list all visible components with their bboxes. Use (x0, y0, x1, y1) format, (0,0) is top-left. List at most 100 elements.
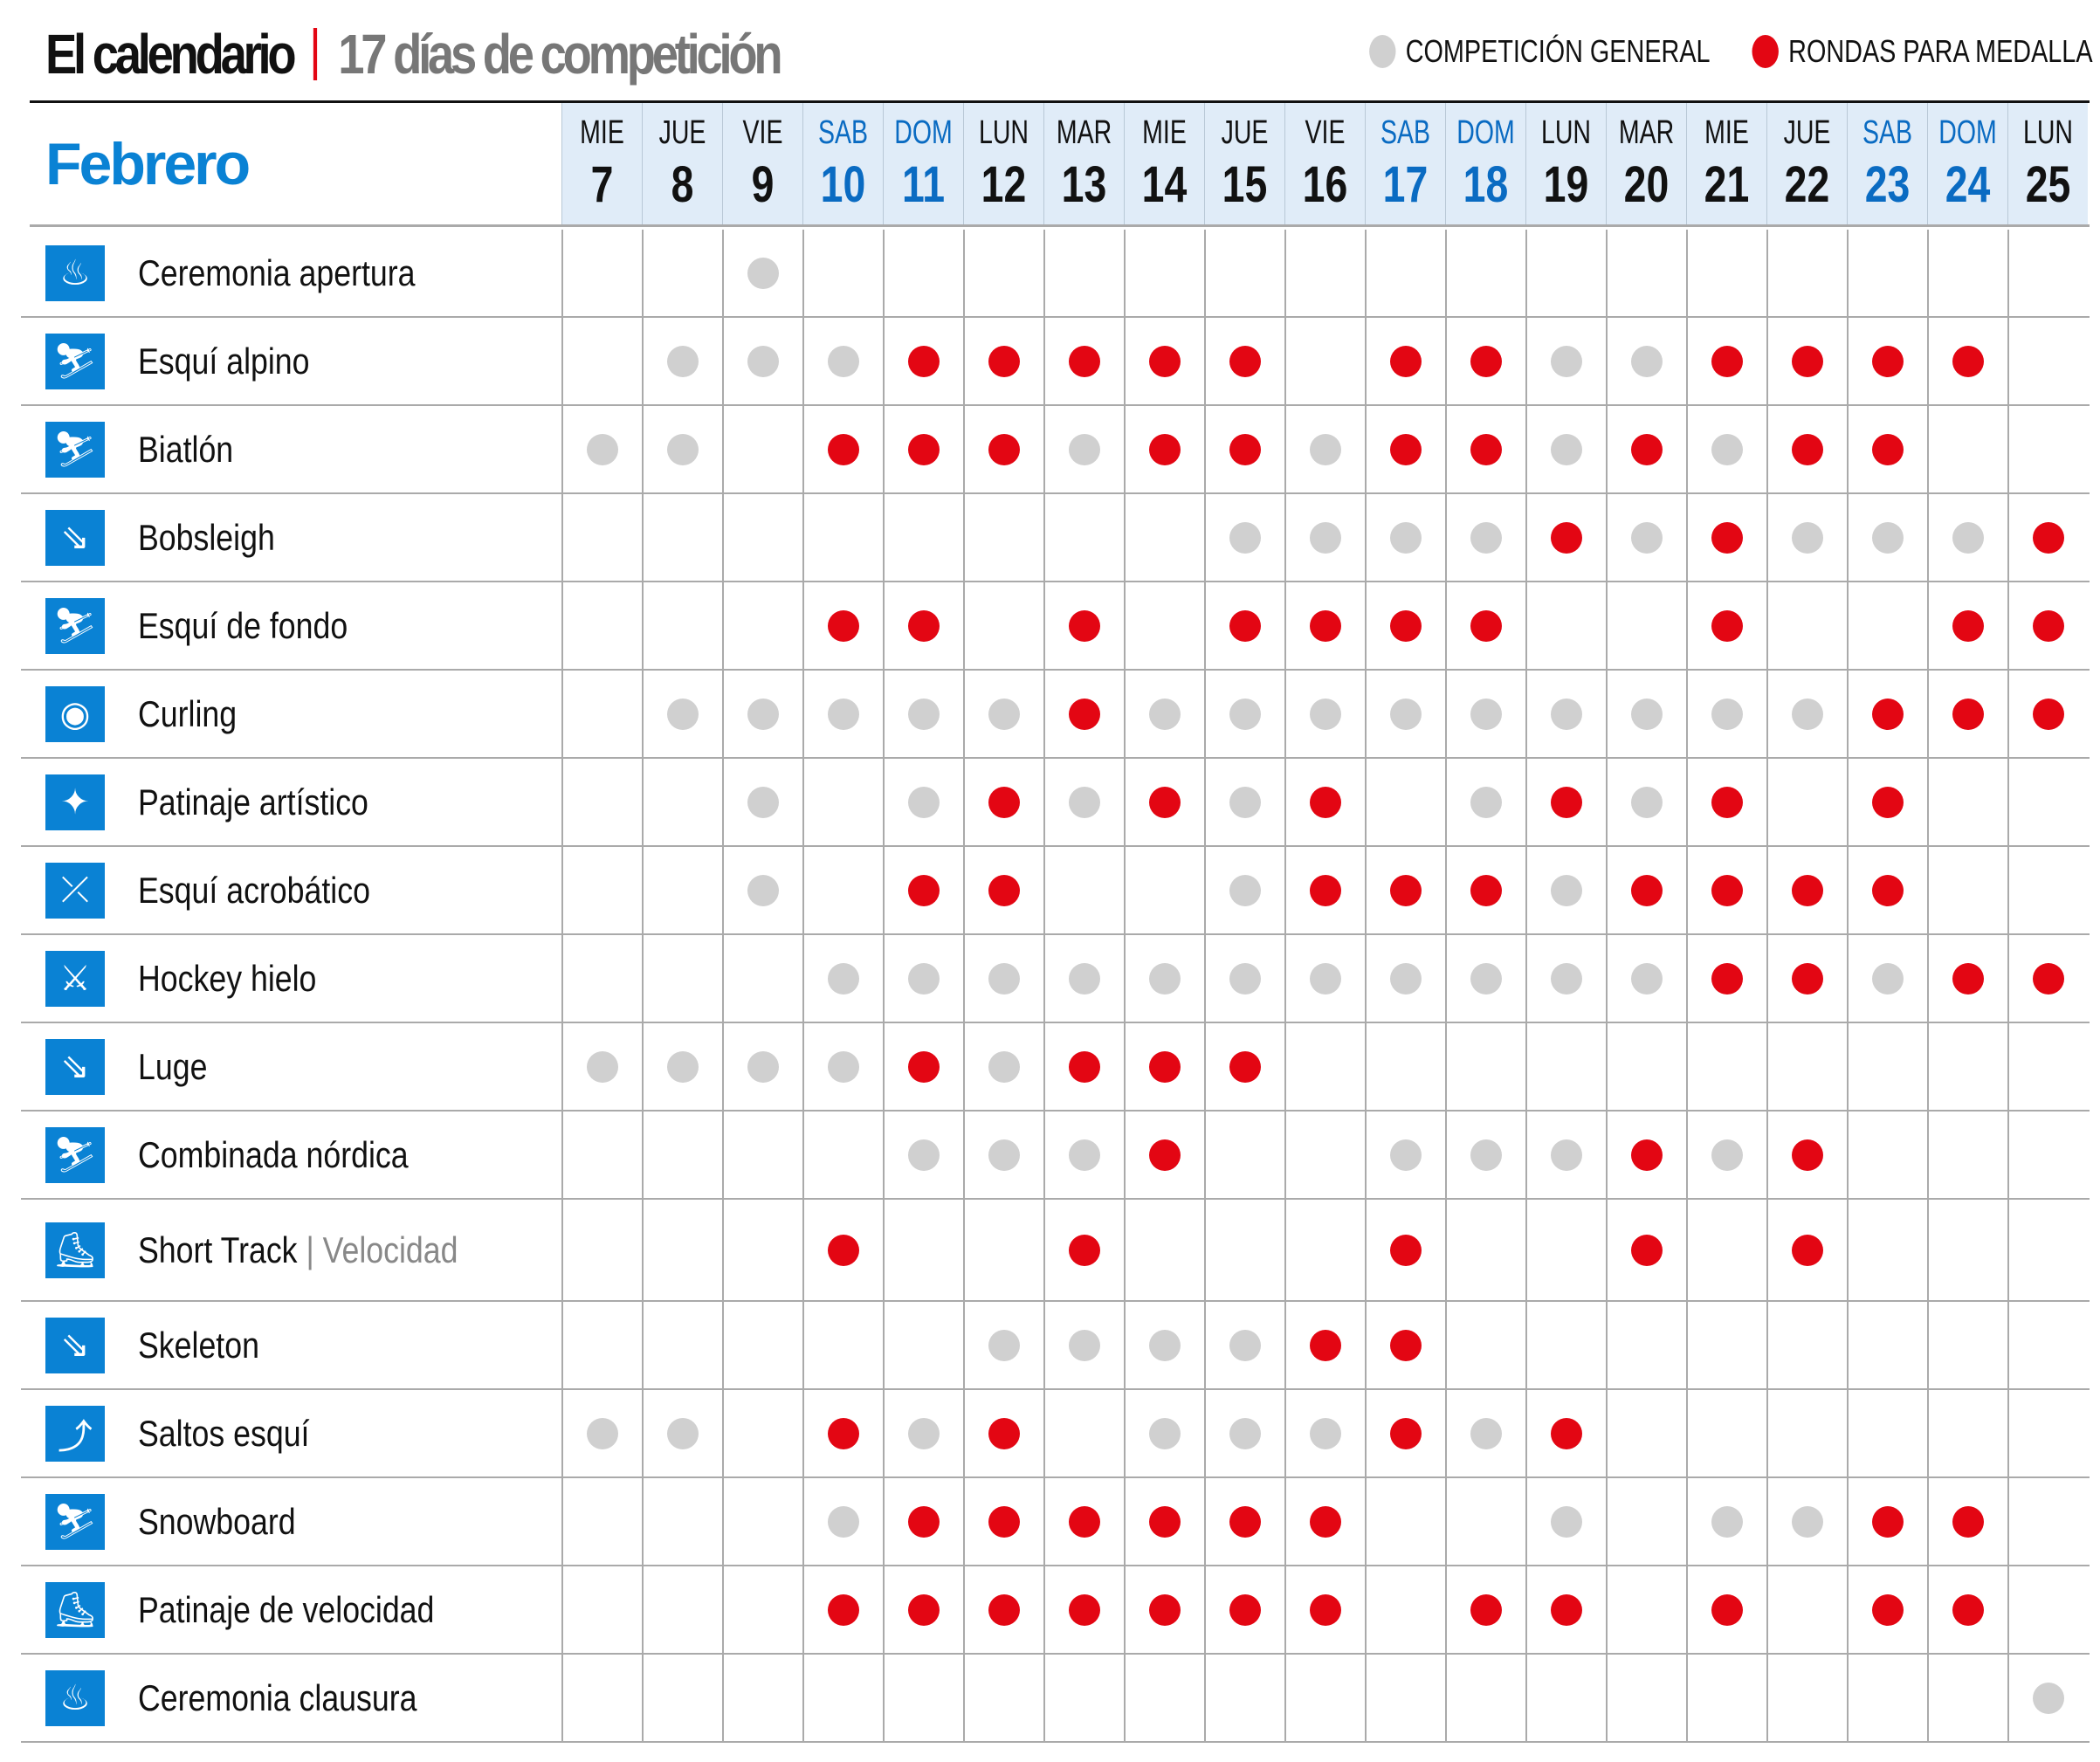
day-cell (722, 494, 802, 581)
weekday: DOM (894, 114, 953, 151)
day-cell (1686, 406, 1766, 492)
general-competition-dot (1069, 1329, 1100, 1361)
day-cell (1445, 1200, 1525, 1300)
day-cell (1043, 1655, 1124, 1741)
day-cell (1847, 759, 1927, 845)
day-header-15: JUE 15 (1204, 103, 1284, 224)
general-competition-dot (828, 1050, 859, 1083)
day-cell (1365, 1566, 1445, 1653)
day-cell (1847, 671, 1927, 757)
general-competition-dot (908, 698, 940, 730)
day-cell (1686, 582, 1766, 669)
day-cell (1847, 1023, 1927, 1110)
day-cell (1124, 582, 1204, 669)
day-cell (1204, 1566, 1284, 1653)
day-cell (1927, 1200, 2007, 1300)
day-cell (883, 1112, 963, 1198)
medal-round-dot (1952, 698, 1984, 730)
day-number: 8 (671, 155, 694, 213)
day-cell (1365, 759, 1445, 845)
sport-row: ⛷ Esquí de fondo (21, 582, 2090, 671)
day-cell (1606, 671, 1686, 757)
sport-name: Luge (138, 1045, 208, 1087)
day-cell (802, 1200, 883, 1300)
torch-icon: ♨ (45, 244, 105, 301)
general-competition-dot (747, 698, 779, 730)
general-competition-dot (747, 345, 779, 377)
general-competition-dot (1229, 962, 1261, 995)
day-cell (1124, 230, 1204, 316)
general-competition-dot (1872, 962, 1904, 995)
day-number: 15 (1222, 155, 1268, 213)
medal-round-dot (1069, 345, 1100, 377)
day-cell (1204, 935, 1284, 1022)
medal-round-dot (1229, 1505, 1261, 1538)
day-cell (1124, 1566, 1204, 1653)
day-cell (883, 671, 963, 757)
sport-label: ◉ Curling (21, 671, 561, 757)
sport-row: ⤫ Esquí acrobático (21, 847, 2090, 935)
day-cell (722, 759, 802, 845)
day-number: 17 (1382, 155, 1429, 213)
torch-icon: ♨ (45, 1669, 105, 1726)
medal-round-dot (1711, 521, 1743, 554)
general-competition-dot (1229, 1329, 1261, 1361)
medal-round-dot (1390, 609, 1422, 642)
day-cell (1927, 1112, 2007, 1198)
day-cell (2007, 935, 2088, 1022)
medal-round-dot (2033, 521, 2064, 554)
day-cell (802, 1112, 883, 1198)
day-cell (1766, 1023, 1847, 1110)
day-cell (1606, 1023, 1686, 1110)
day-cell (1365, 1478, 1445, 1565)
day-cell (1927, 847, 2007, 933)
day-cell (561, 671, 642, 757)
day-cell (883, 1023, 963, 1110)
sport-name: Esquí alpino (138, 340, 310, 382)
day-cell (642, 1390, 722, 1476)
day-cell (1927, 1655, 2007, 1741)
general-competition-dot (1069, 786, 1100, 818)
day-cell (1445, 671, 1525, 757)
day-cell (963, 847, 1043, 933)
general-competition-dot (1390, 521, 1422, 554)
weekday: SAB (1380, 114, 1431, 151)
sport-row: ⇘ Luge (21, 1023, 2090, 1112)
figure-skating-icon: ✦ (45, 774, 105, 830)
day-cell (1606, 1478, 1686, 1565)
day-cell (1766, 1655, 1847, 1741)
day-cell (802, 1566, 883, 1653)
weekday: JUE (1783, 114, 1831, 151)
day-cell (1365, 494, 1445, 581)
day-cell (1606, 759, 1686, 845)
medal-round-dot (908, 345, 940, 377)
medal-round-dot (1149, 1139, 1181, 1171)
day-cell (1606, 406, 1686, 492)
day-columns: MIE 7 JUE 8 VIE 9 SAB 10 DOM 11 LUN 12 MAR 13 MIE 14 JUE… (561, 103, 2088, 224)
sport-label: ⛷ Esquí alpino (21, 318, 561, 404)
day-cell (802, 318, 883, 404)
day-cell (1284, 230, 1365, 316)
general-competition-dot (2033, 1682, 2064, 1714)
day-cell (1284, 1302, 1365, 1388)
day-cell (1927, 494, 2007, 581)
day-cell (1686, 1478, 1766, 1565)
medal-round-dot (1711, 609, 1743, 642)
sport-name: Curling (138, 692, 238, 734)
sport-name: Skeleton (138, 1324, 259, 1366)
day-header-9: VIE 9 (722, 103, 802, 224)
day-header-14: MIE 14 (1124, 103, 1204, 224)
day-cell (561, 1023, 642, 1110)
medal-round-dot (1872, 433, 1904, 465)
day-cell (642, 1200, 722, 1300)
sport-label: ♨ Ceremonia apertura (21, 230, 561, 316)
day-cell (802, 1302, 883, 1388)
day-cell (1525, 1023, 1606, 1110)
day-cell (1445, 759, 1525, 845)
medal-round-dot (988, 433, 1020, 465)
day-header-7: MIE 7 (561, 103, 642, 224)
medal-round-dot (1390, 874, 1422, 906)
day-number: 16 (1302, 155, 1348, 213)
sport-name: Bobsleigh (138, 516, 275, 558)
schedule-grid: ♨ Ceremonia apertura ⛷ Esquí alpino ⛷ Biatlón… (21, 230, 2090, 1743)
